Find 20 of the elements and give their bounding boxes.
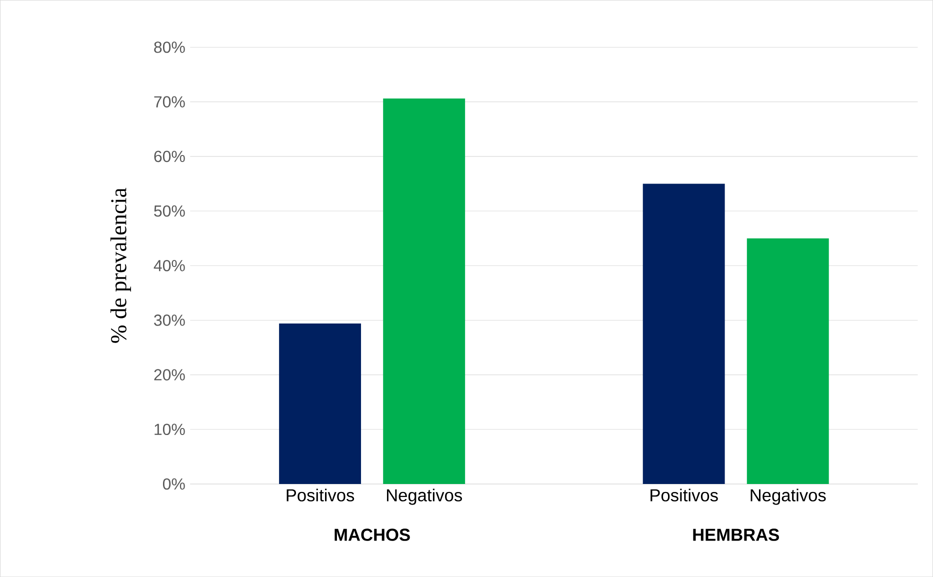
y-tick-label: 50%	[154, 205, 185, 217]
bar	[279, 323, 362, 484]
series-label: Negativos	[386, 488, 462, 505]
y-tick-label: 70%	[154, 96, 185, 108]
bar	[383, 98, 466, 484]
y-tick-label: 30%	[154, 314, 185, 326]
y-tick-label: 0%	[162, 478, 185, 490]
series-label: Positivos	[286, 488, 354, 502]
y-tick-label: 40%	[154, 260, 185, 272]
text: Negativos	[750, 488, 826, 505]
y-axis-title: % de prevalencia	[110, 188, 131, 343]
x-tick-label: HEMBRAS	[693, 528, 779, 541]
bar	[642, 184, 725, 484]
x-tick-label: MACHOS	[334, 528, 410, 541]
y-tick-label: 80%	[154, 41, 185, 53]
text: Positivos	[650, 488, 718, 502]
y-tick-label: 60%	[154, 150, 185, 162]
y-tick-label: 20%	[154, 369, 185, 380]
bar	[746, 238, 829, 484]
y-tick-label: 10%	[154, 424, 185, 435]
